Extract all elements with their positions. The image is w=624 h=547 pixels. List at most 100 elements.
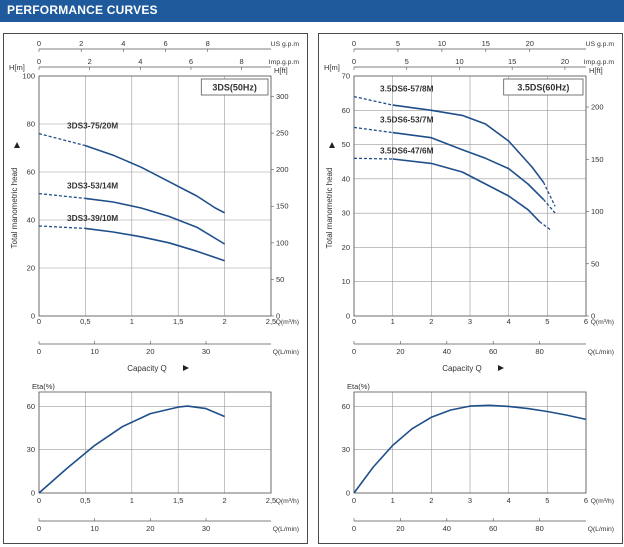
chart-3ds-50hz: 020406080100050100150200250300H[ft]H[m]0… <box>9 39 300 533</box>
p0-left-unit-label: H[m] <box>9 63 25 72</box>
p1-top-axis-tick-label: 10 <box>438 39 446 48</box>
performance-panel-60hz: 0 10 20 30 40 50 60 70 0 50 100 150 200 H[ft] H[m] 0 5 10… <box>318 33 623 544</box>
p1-eff-bottom-axis-tick-label: 0 <box>352 496 356 505</box>
p0-bottom-axis-tick-label: 20 <box>146 347 154 356</box>
p0-model-label-box <box>200 78 269 96</box>
p0-bottom-axis-tick-label: 10 <box>91 347 99 356</box>
p1-eff-bottom-axis-tick-label: 3 <box>468 496 472 505</box>
p1-series-label: 3.5DS6-53/7M <box>380 114 434 124</box>
p1-bottom-axis-tick-label: 4 <box>507 317 511 326</box>
p0-top-axis-tick-label: 4 <box>121 39 125 48</box>
p1-y-axis-title: Total manometric head <box>325 168 334 249</box>
p0-bottom-axis-tick-label: 30 <box>202 347 210 356</box>
p1-series-line <box>392 131 545 200</box>
p0-top-axis-tick-label: 2 <box>88 57 92 66</box>
p0-top-axis-tick-label: 4 <box>138 57 142 66</box>
p0-top-axis-unit: Imp.g.p.m <box>269 59 300 66</box>
p1-top-axis-tick-label: 15 <box>508 57 516 66</box>
p0-head-y-tick-label: 20 <box>27 264 35 273</box>
p0-ft-axis-tick-label: 50 <box>276 275 284 284</box>
p1-eff-plot-frame <box>353 391 587 494</box>
p1-series-dashed-start <box>353 126 393 134</box>
p0-eff-bottom-axis-tick-label: 1 <box>130 496 134 505</box>
p0-y-axis-title: Total manometric head <box>10 168 19 249</box>
p0-ft-axis-tick-label: 0 <box>276 312 280 321</box>
page-title: PERFORMANCE CURVES <box>7 3 158 17</box>
p1-top-axis-unit: Imp.g.p.m <box>584 59 615 66</box>
p0-eff-bottom-axis-tick-label: 20 <box>146 524 154 533</box>
p0-y-axis-arrow <box>14 142 20 148</box>
p0-top-axis-tick-label: 2 <box>79 39 83 48</box>
p0-head-y-tick-label: 80 <box>27 120 35 129</box>
p0-bottom-axis-tick-label: 1 <box>130 317 134 326</box>
p0-bottom-axis-tick-label: 0 <box>37 347 41 356</box>
p0-top-axis-tick-label: 0 <box>37 57 41 66</box>
p1-top-axis-tick-label: 20 <box>526 39 534 48</box>
p1-eff-bottom-axis-tick-label: 1 <box>391 496 395 505</box>
p0-series-line <box>85 197 226 245</box>
p1-eff-bottom-axis-tick-label: 2 <box>429 496 433 505</box>
p1-bottom-axis-unit: Q(L/min) <box>588 349 614 356</box>
p1-eff-bottom-axis-tick-label: 20 <box>396 524 404 533</box>
p1-bottom-axis-tick-label: 80 <box>535 347 543 356</box>
p1-bottom-axis-tick-label: 6 <box>584 317 588 326</box>
p1-series-dashed-start <box>353 95 393 106</box>
p1-right-unit-label: H[ft] <box>589 66 603 75</box>
p0-top-axis-unit: US g.p.m <box>271 41 300 48</box>
p0-top-axis-tick-label: 6 <box>163 39 167 48</box>
header-rule <box>0 20 624 22</box>
p1-top-axis-unit: US g.p.m <box>586 41 615 48</box>
p1-ft-axis-tick-label: 150 <box>591 155 604 164</box>
p1-head-y-tick-label: 20 <box>342 243 350 252</box>
p0-eff-y-label: Eta(%) <box>32 382 55 391</box>
p0-ft-axis-tick-label: 100 <box>276 238 289 247</box>
p1-top-axis-tick-label: 5 <box>405 57 409 66</box>
p1-ft-axis-tick-label: 50 <box>591 259 599 268</box>
p1-bottom-axis-tick-label: 20 <box>396 347 404 356</box>
p1-top-axis-tick-label: 0 <box>352 57 356 66</box>
p1-head-y-tick-label: 70 <box>342 72 350 81</box>
p0-head-plot-frame <box>38 75 272 317</box>
p1-eff-bottom-axis-tick-label: 40 <box>443 524 451 533</box>
p1-bottom-axis-tick-label: 5 <box>545 317 549 326</box>
p1-eff-y-label: Eta(%) <box>347 382 370 391</box>
p1-eff-bottom-axis-tick-label: 0 <box>352 524 356 533</box>
p1-eff-bottom-axis-tick-label: 5 <box>545 496 549 505</box>
p0-series-dashed-start <box>38 132 86 147</box>
p0-top-axis-tick-label: 6 <box>189 57 193 66</box>
p1-eff-y-tick-label: 60 <box>342 402 350 411</box>
p0-ft-axis-tick-label: 150 <box>276 202 289 211</box>
p1-ft-axis-tick-label: 200 <box>591 103 604 112</box>
p1-top-axis-tick-label: 20 <box>561 57 569 66</box>
p0-eff-y-tick-label: 60 <box>27 402 35 411</box>
p0-eff-bottom-axis-tick-label: 30 <box>202 524 210 533</box>
p0-efficiency-curve <box>38 405 225 494</box>
p1-ft-axis-tick-label: 100 <box>591 207 604 216</box>
p1-head-y-tick-label: 50 <box>342 140 350 149</box>
p1-left-unit-label: H[m] <box>324 63 340 72</box>
p1-y-axis-arrow <box>329 142 335 148</box>
header-bar: PERFORMANCE CURVES <box>0 0 624 22</box>
p0-series-line <box>85 227 225 262</box>
performance-panel-50hz: 0 20 40 60 80 100 0 50 100 150 200 250 300 H[ft] H[m] 0… <box>3 33 308 544</box>
p1-bottom-axis-unit: Q(m³/h) <box>591 319 614 326</box>
p1-eff-y-tick-label: 0 <box>346 489 350 498</box>
p0-series-label: 3DS3-39/10M <box>67 213 118 223</box>
p0-top-axis-tick-label: 8 <box>206 39 210 48</box>
p0-bottom-axis-tick-label: 0 <box>37 317 41 326</box>
p0-top-axis-tick-label: 8 <box>240 57 244 66</box>
p1-series-dashed-end <box>542 182 556 207</box>
p1-series-dashed-start <box>353 157 393 160</box>
p1-bottom-axis-tick-label: 0 <box>352 317 356 326</box>
p0-bottom-axis-tick-label: 0,5 <box>80 317 90 326</box>
p0-eff-bottom-axis-unit: Q(L/min) <box>273 526 299 533</box>
p1-head-y-tick-label: 10 <box>342 277 350 286</box>
p0-eff-plot-frame <box>38 391 272 494</box>
p1-head-y-tick-label: 0 <box>346 312 350 321</box>
p0-eff-bottom-axis-tick-label: 0,5 <box>80 496 90 505</box>
p0-eff-bottom-axis-tick-label: 0 <box>37 524 41 533</box>
p1-series-line <box>392 104 545 183</box>
p1-eff-bottom-axis-tick-label: 80 <box>535 524 543 533</box>
p1-eff-bottom-axis-tick-label: 6 <box>584 496 588 505</box>
p0-eff-bottom-axis-tick-label: 2 <box>223 496 227 505</box>
